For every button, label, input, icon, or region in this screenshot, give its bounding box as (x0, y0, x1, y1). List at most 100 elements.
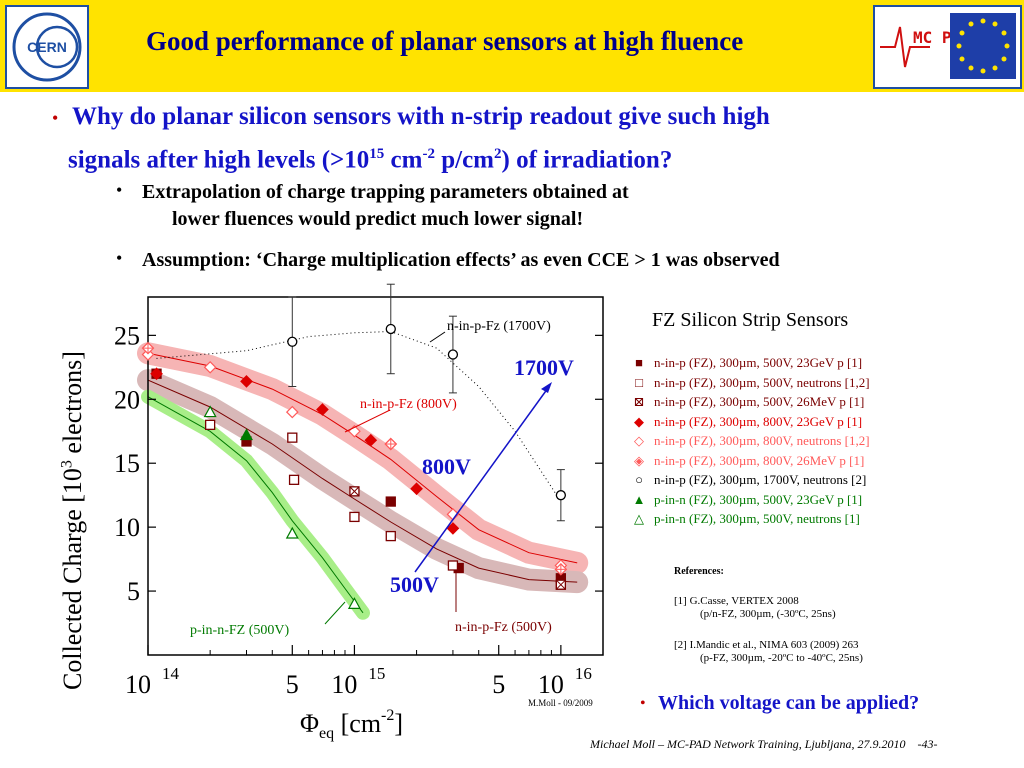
data-point-series-9 (347, 597, 361, 609)
legend-title: FZ Silicon Strip Sensors (652, 309, 849, 331)
page-number: -43- (917, 737, 938, 751)
main-bullet-dot: • (52, 108, 59, 128)
exp-15: 15 (369, 146, 385, 162)
voltage-label: 800V (422, 454, 471, 479)
legend-label: n-in-p (FZ), 300µm, 800V, 26MeV p [1] (654, 452, 865, 468)
legend-item: ⊠ n-in-p (FZ), 300µm, 500V, 26MeV p [1] (632, 394, 865, 410)
voltage-arrow (414, 387, 549, 573)
exp-m2: -2 (422, 146, 435, 162)
footer: Michael Moll – MC-PAD Network Training, … (590, 737, 937, 752)
voltage-label: 500V (390, 572, 439, 597)
question-text: Which voltage can be applied? (658, 692, 920, 714)
legend-label: n-in-p (FZ), 300µm, 1700V, neutrons [2] (654, 472, 867, 487)
plot-frame (147, 296, 604, 656)
sub-bullet-2: Assumption: ‘Charge multiplication effec… (142, 249, 780, 271)
legend-item: ○ n-in-p (FZ), 300µm, 1700V, neutrons [2] (632, 472, 866, 488)
legend-marker-icon: ■ (635, 355, 643, 370)
reference-2-detail: (p-FZ, 300µm, -20ºC to -40ºC, 25ns) (700, 652, 863, 664)
data-point-series-3 (555, 579, 567, 590)
data-point-series-2 (287, 432, 298, 443)
x-axis-label-part: -2 (381, 707, 394, 724)
legend-item: □ n-in-p (FZ), 300µm, 500V, neutrons [1,2… (632, 375, 870, 391)
data-point-series-4 (240, 375, 253, 388)
cern-logo-text: CERN (27, 39, 67, 55)
sub-bullet-dot-1: • (116, 180, 123, 200)
fit-label-leader (324, 601, 346, 625)
legend-item: ◈ n-in-p (FZ), 300µm, 800V, 26MeV p [1] (632, 453, 864, 469)
fit-line-500v (147, 379, 578, 583)
y-tick-label: 10 (114, 513, 140, 542)
references-title: References: (674, 566, 724, 577)
x-tick-exponent: 15 (368, 664, 385, 683)
main-bullet-text-b: cm (384, 146, 423, 174)
data-point-series-9 (285, 526, 299, 539)
x-tick-exponent: 16 (575, 664, 592, 683)
y-tick-label: 25 (114, 321, 140, 350)
reference-1: [1] G.Casse, VERTEX 2008 (674, 595, 799, 607)
data-point-series-4 (316, 403, 329, 416)
legend-label: n-in-p (FZ), 300µm, 500V, 26MeV p [1] (654, 394, 865, 409)
legend-item: ◇ n-in-p (FZ), 300µm, 800V, neutrons [1,2… (632, 433, 870, 449)
fit-label-leader (429, 331, 446, 343)
x-axis-label-part: eq (319, 725, 334, 742)
x-tick-label: 10 (125, 670, 151, 699)
data-point-series-2 (204, 419, 216, 431)
y-tick-label: 15 (114, 449, 140, 478)
mcpad-logo: MC PAD (873, 5, 1022, 89)
data-point-series-4 (364, 433, 378, 447)
reference-1-detail: (p/n-FZ, 300µm, (-30ºC, 25ns) (700, 608, 836, 620)
chart-credit: M.Moll - 09/2009 (528, 698, 593, 708)
data-point-series-6 (384, 437, 398, 451)
x-tick-exponent: 14 (162, 664, 180, 683)
legend-label: n-in-p (FZ), 300µm, 500V, neutrons [1,2] (654, 374, 870, 390)
legend-marker-icon: ⊠ (633, 394, 645, 409)
cern-logo: CERN (5, 5, 89, 89)
x-tick-label: 10 (538, 670, 564, 699)
data-point-series-4 (150, 367, 163, 381)
voltage-arrowhead (541, 382, 552, 393)
x-tick-label: 10 (331, 670, 357, 699)
exp-2: 2 (494, 146, 502, 162)
legend-marker-icon: ▲ (632, 491, 646, 507)
fit-label: p-in-n-FZ (500V) (190, 623, 289, 638)
data-point-series-2 (385, 530, 396, 542)
question-bullet-dot: • (640, 695, 646, 712)
main-bullet-line2: signals after high levels (>1015 cm-2 p/… (68, 137, 672, 177)
sub-bullet-1-line1: Extrapolation of charge trapping paramet… (142, 181, 629, 203)
fit-line-800v (147, 352, 578, 564)
main-bullet-text-c: p/cm (434, 146, 494, 174)
legend-label: n-in-p (FZ), 300µm, 800V, 23GeV p [1] (654, 413, 863, 429)
main-bullet-line1: Why do planar silicon sensors with n-str… (72, 103, 770, 130)
x-axis-label-part: Φ (300, 709, 319, 738)
voltage-label: 1700V (514, 355, 574, 380)
legend-marker-icon: △ (634, 511, 644, 526)
data-point-series-2 (288, 474, 300, 485)
slide-title: Good performance of planar sensors at hi… (146, 26, 744, 56)
fit-line-pin (147, 396, 364, 614)
fit-label: n-in-p-Fz (800V) (360, 397, 457, 412)
main-bullet-text-d: ) of irradiation? (501, 146, 673, 174)
legend-label: p-in-n (FZ), 300µm, 500V, neutrons [1] (654, 511, 860, 526)
data-point-series-6 (554, 562, 568, 576)
data-point-series-2 (447, 560, 459, 571)
data-point-series-7 (385, 323, 396, 335)
legend-item: ◆ n-in-p (FZ), 300µm, 800V, 23GeV p [1] (632, 414, 862, 430)
legend-marker-icon: ◆ (634, 413, 644, 429)
data-point-series-5 (285, 405, 299, 419)
legend-item: ▲ p-in-n (FZ), 300µm, 500V, 23GeV p [1] (632, 491, 863, 508)
x-axis-label: Φeq [cm-2] (300, 707, 403, 742)
y-tick-label: 5 (127, 577, 140, 606)
data-point-series-1 (385, 496, 396, 507)
data-point-series-5 (203, 360, 217, 374)
legend-label: n-in-p (FZ), 300µm, 500V, 23GeV p [1] (654, 355, 863, 370)
legend-marker-icon: □ (635, 374, 643, 390)
fit-label: n-in-p-Fz (500V) (455, 620, 552, 635)
legend-marker-icon: ◇ (634, 433, 644, 448)
fit-label-leader (344, 409, 391, 433)
data-point-series-2 (349, 511, 360, 523)
sub-bullet-1-line2: lower fluences would predict much lower … (172, 208, 584, 230)
legend-marker-icon: ◈ (634, 452, 644, 468)
data-point-series-7 (287, 336, 298, 347)
data-point-series-4 (410, 482, 423, 496)
